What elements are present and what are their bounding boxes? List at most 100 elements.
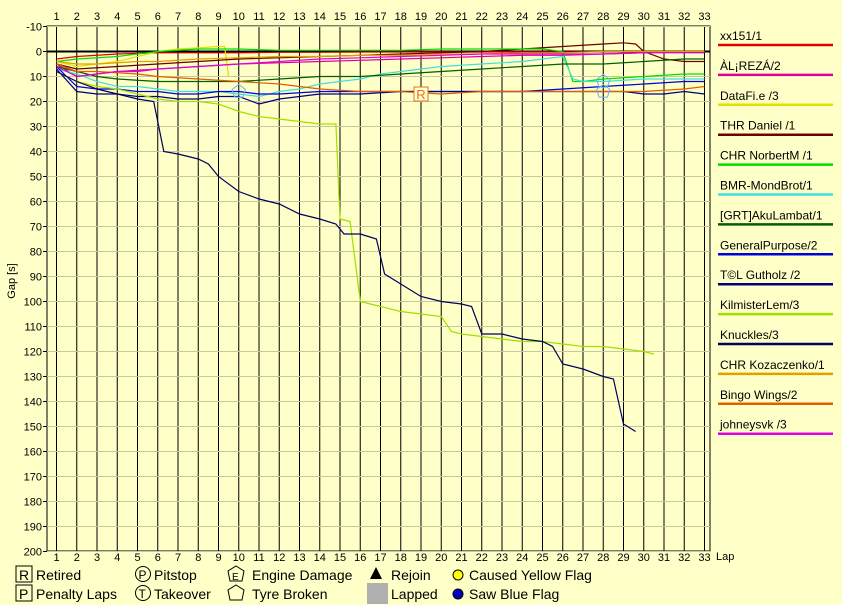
x-tick-label-bottom: 20 (435, 552, 447, 564)
x-tick-label-bottom: 17 (374, 552, 386, 564)
key-takeover-letter: T (139, 587, 147, 601)
plot-frame (46, 25, 711, 552)
x-tick-label-bottom: 32 (678, 552, 690, 564)
series-line-13 (56, 52, 705, 78)
key-takeover: T Takeover (135, 585, 211, 602)
y-tick-label: 70 (30, 222, 42, 234)
y-tick-label: 100 (24, 297, 42, 309)
key-blue-flag: Saw Blue Flag (452, 586, 559, 602)
key-engine-letter: E (232, 572, 239, 583)
x-tick-label-bottom: 11 (253, 552, 264, 564)
x-tick-label-bottom: 22 (476, 552, 488, 564)
x-tick-label-bottom: 15 (334, 552, 346, 564)
y-tick-label: 60 (30, 197, 42, 209)
y-tick-label: 120 (24, 347, 42, 359)
x-tick-label-bottom: 18 (395, 552, 407, 564)
x-tick-label-top: 21 (455, 11, 467, 23)
legend-label: DataFi.e /3 (720, 89, 779, 103)
y-tick-label: 160 (24, 447, 42, 459)
legend-label: Bingo Wings/2 (720, 388, 798, 402)
key-lapped: Lapped (367, 583, 438, 604)
x-tick-label-top: 20 (435, 11, 447, 23)
x-tick-label-top: 5 (134, 11, 140, 23)
y-tick-label: 20 (30, 97, 42, 109)
key-yellow-label: Caused Yellow Flag (469, 567, 592, 583)
x-tick-label-bottom: 4 (114, 552, 120, 564)
x-tick-label-bottom: 25 (536, 552, 548, 564)
series-line-10 (56, 70, 636, 433)
tyre-broken-marker (231, 83, 246, 98)
x-tick-label-bottom: 29 (617, 552, 629, 564)
x-tick-label-top: 22 (476, 11, 488, 23)
legend: xx151/1 ÀL¡REZÁ/2 DataFi.e /3 THR Daniel /1… (718, 29, 833, 435)
key-yellow-flag: Caused Yellow Flag (452, 567, 592, 583)
legend-label: CHR NorbertM /1 (720, 149, 813, 163)
x-tick-label-top: 32 (678, 11, 690, 23)
legend-label: GeneralPurpose/2 (720, 238, 818, 252)
key-tyre-broken: Tyre Broken (227, 584, 327, 602)
x-tick-label-top: 14 (314, 11, 326, 23)
yellow-flag-icon (452, 569, 464, 581)
x-tick-label-bottom: 13 (293, 552, 305, 564)
x-tick-label-top: 31 (658, 11, 670, 23)
series-line-9 (56, 70, 655, 355)
retired-marker-letter: R (416, 87, 425, 102)
x-tick-label-bottom: 21 (455, 552, 467, 564)
x-tick-label-bottom: 2 (74, 552, 80, 564)
x-tick-label-top: 11 (253, 11, 264, 23)
x-tick-label-top: 23 (496, 11, 508, 23)
key-engine-damage: E Engine Damage (227, 565, 353, 583)
y-tick-label: 180 (24, 497, 42, 509)
legend-label: Knuckles/3 (720, 328, 779, 342)
key-takeover-label: Takeover (154, 586, 211, 602)
legend-label: CHR Kozaczenko/1 (720, 358, 825, 372)
x-tick-label-top: 15 (334, 11, 346, 23)
x-tick-label-top: 16 (354, 11, 366, 23)
series-line-6 (56, 58, 705, 83)
legend-label: KilmisterLem/3 (720, 298, 800, 312)
x-tick-label-top: 18 (395, 11, 407, 23)
y-tick-label: 140 (24, 397, 42, 409)
rejoin-icon (370, 567, 382, 579)
key-penalty: P Penalty Laps (15, 584, 117, 602)
x-tick-label-top: 4 (114, 11, 120, 23)
x-tick-label-top: 25 (536, 11, 548, 23)
y-tick-label: 190 (24, 522, 42, 534)
legend-label: BMR-MondBrot/1 (720, 179, 813, 193)
key-pitstop-label: Pitstop (154, 567, 197, 583)
chart-axes: 1122334455667788991010111112121313141415… (24, 11, 711, 564)
y-tick-label: -10 (26, 22, 42, 34)
y-tick-label: 90 (30, 272, 42, 284)
y-tick-label: 80 (30, 247, 42, 259)
legend-label: johneysvk /3 (719, 418, 787, 432)
chart-markers: R (231, 73, 611, 102)
key-rejoin: Rejoin (370, 567, 431, 583)
x-tick-label-bottom: 1 (53, 552, 59, 564)
x-tick-label-top: 29 (617, 11, 629, 23)
x-tick-label-bottom: 26 (557, 552, 569, 564)
key-penalty-letter: P (19, 586, 28, 602)
x-tick-label-bottom: 24 (516, 552, 528, 564)
x-axis-label: Lap (716, 551, 734, 563)
key-pitstop-letter: P (139, 568, 147, 582)
series-line-7 (56, 66, 705, 95)
x-tick-label-bottom: 28 (597, 552, 609, 564)
key-pitstop: P Pitstop (135, 566, 197, 583)
key-retired: R Retired (15, 565, 81, 583)
x-tick-label-bottom: 10 (233, 552, 245, 564)
y-tick-label: 40 (30, 147, 42, 159)
legend-label: [GRT]AkuLambat/1 (720, 208, 823, 222)
x-tick-label-bottom: 5 (134, 552, 140, 564)
marker-key: R Retired P Pitstop E Engine Damage Rejo… (15, 565, 592, 604)
y-tick-label: 30 (30, 122, 42, 134)
y-tick-label: 0 (36, 47, 42, 59)
x-tick-label-top: 19 (415, 11, 427, 23)
key-lapped-label: Lapped (391, 586, 438, 602)
key-penalty-label: Penalty Laps (36, 586, 117, 602)
x-tick-label-bottom: 31 (658, 552, 670, 564)
x-tick-label-top: 10 (233, 11, 245, 23)
x-tick-label-top: 1 (53, 11, 59, 23)
series-line-11 (56, 50, 705, 65)
key-retired-label: Retired (36, 567, 81, 583)
